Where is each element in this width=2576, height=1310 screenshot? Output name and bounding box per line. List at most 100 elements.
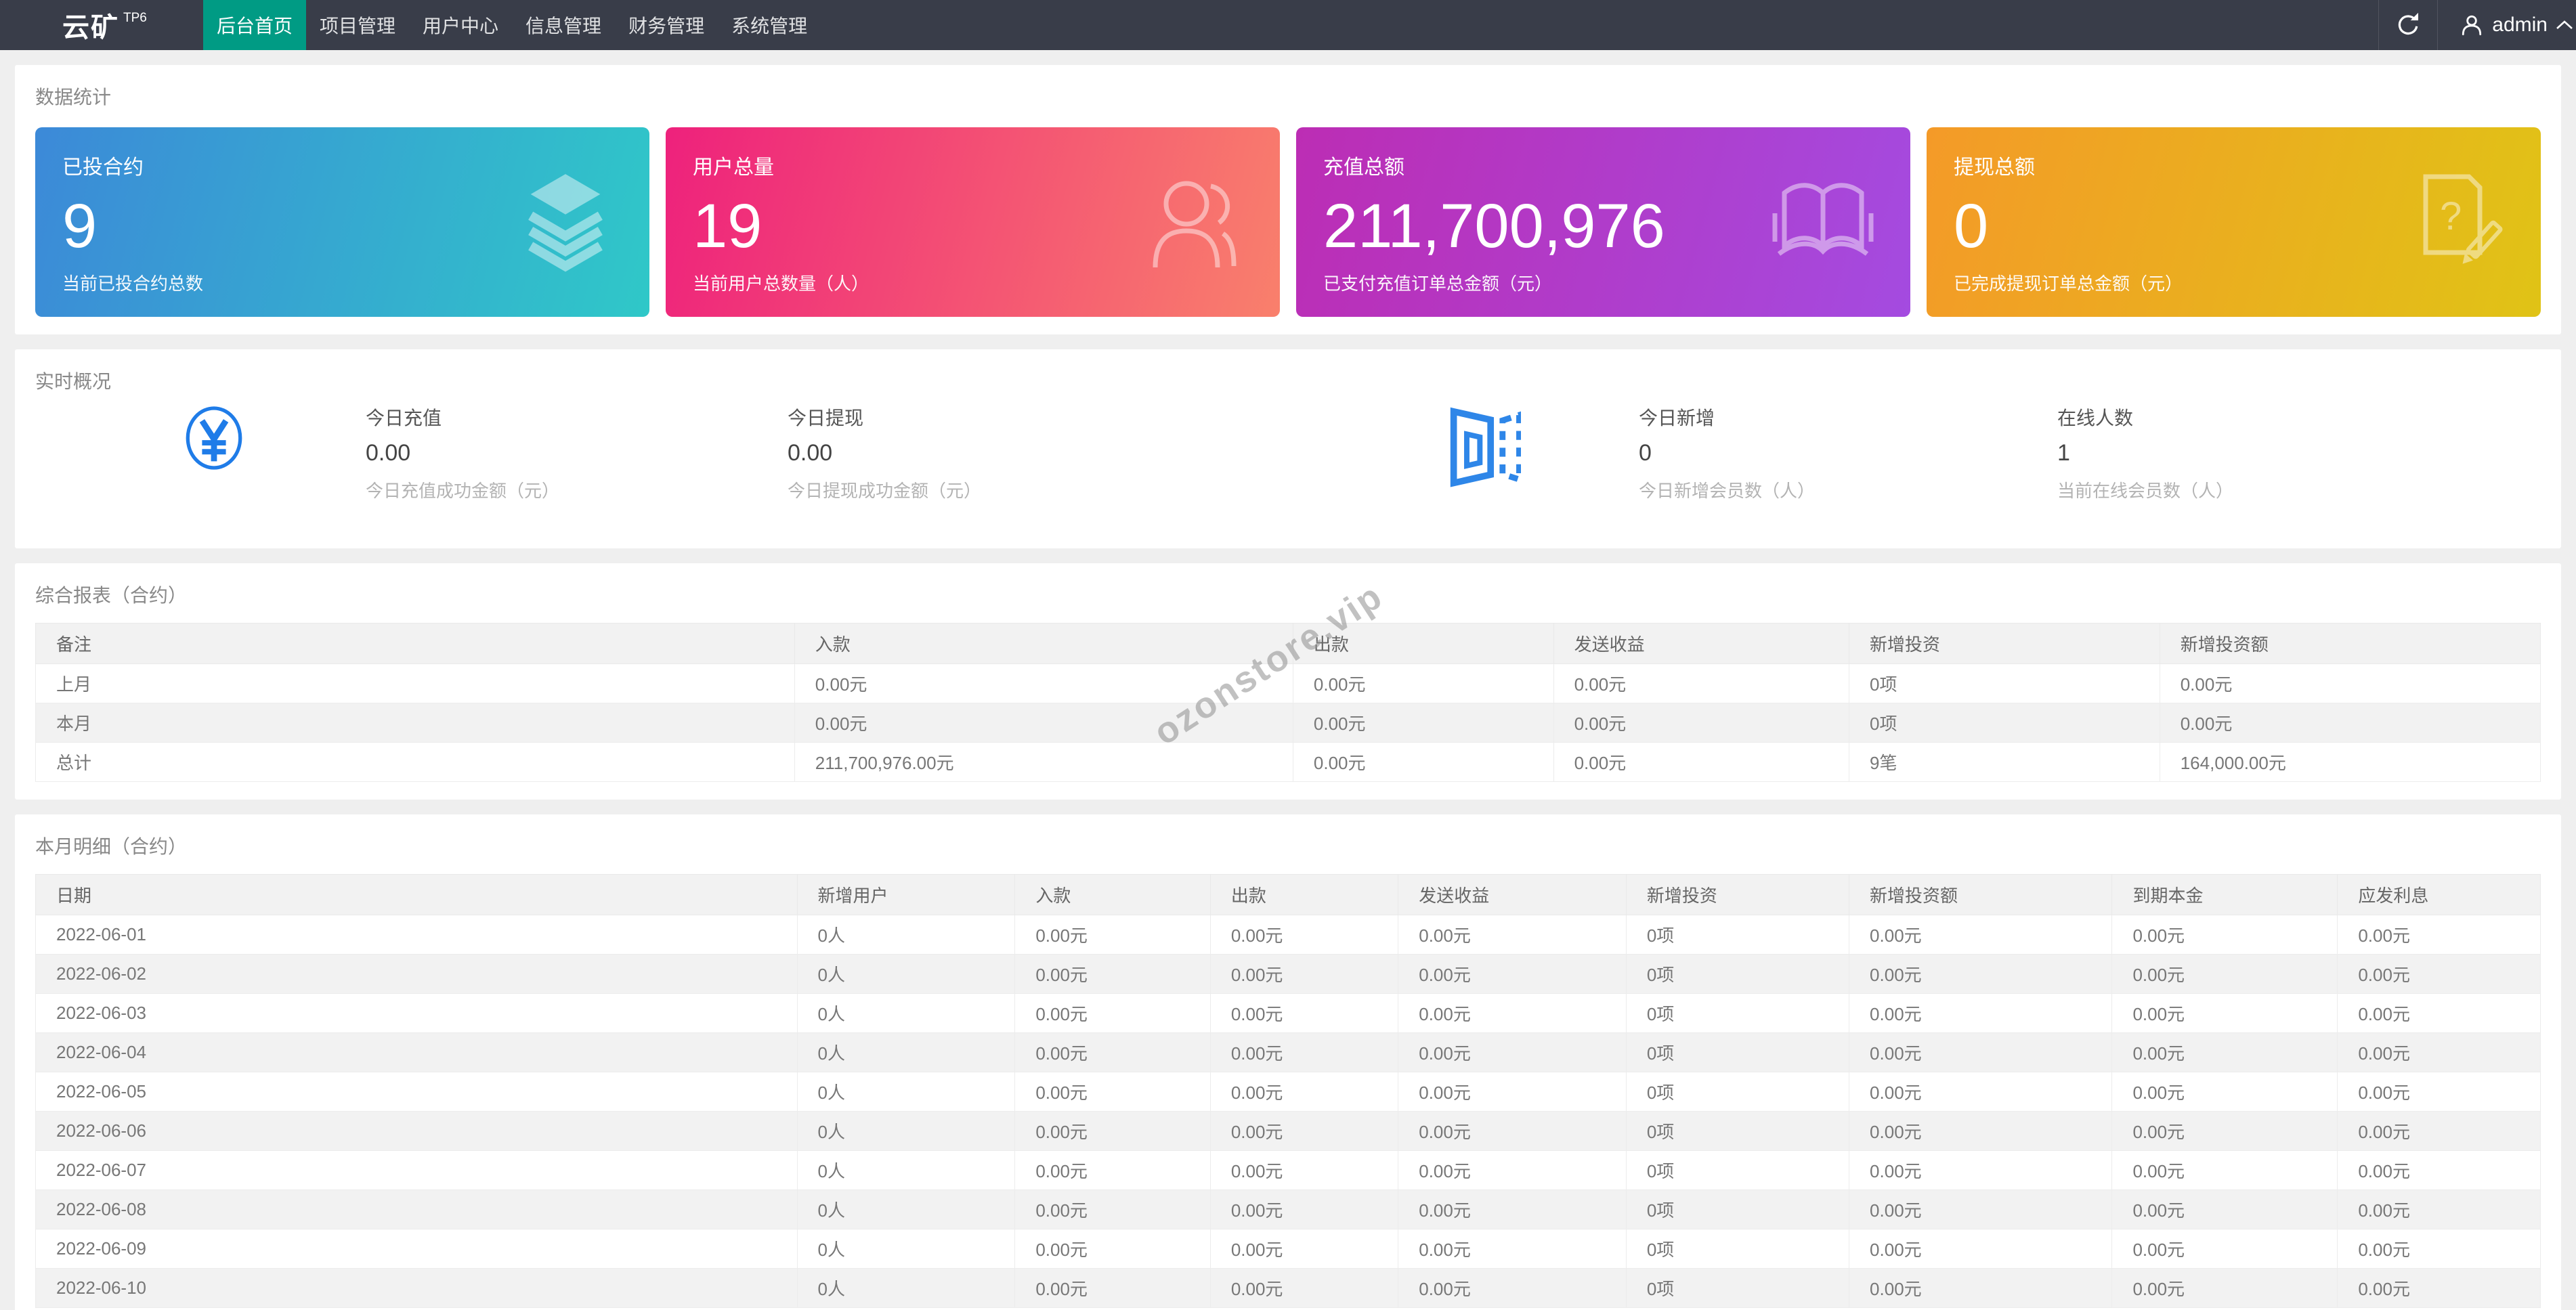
table-row: 2022-06-06 0人 0.00元 0.00元 0.00元 0项 0.00元 0.00元 0… — [35, 1111, 2541, 1151]
table-cell: 0人 — [796, 915, 1016, 955]
table-cell: 0.00元 — [1209, 1229, 1399, 1269]
column-header: 新增投资额 — [2159, 623, 2541, 664]
table-cell: 0.00元 — [1014, 993, 1211, 1033]
table-cell: 2022-06-07 — [35, 1150, 798, 1190]
stat-card-label: 用户总量 — [693, 156, 774, 179]
table-cell: 0.00元 — [1849, 1032, 2113, 1072]
table-cell: 0.00元 — [1014, 1268, 1211, 1308]
stats-panel-title: 数据统计 — [35, 87, 112, 108]
column-header: 新增投资额 — [1849, 874, 2113, 915]
stat-card-caption: 当前用户总数量（人） — [693, 274, 870, 294]
ov-value: 0.00 — [788, 440, 833, 466]
nav-item-财务管理[interactable]: 财务管理 — [628, 16, 705, 37]
table-cell: 0人 — [796, 1189, 1016, 1229]
column-header: 到期本金 — [2111, 874, 2338, 915]
table-cell: 0.00元 — [2337, 1189, 2541, 1229]
table-cell: 0.00元 — [794, 703, 1293, 743]
table-cell: 0.00元 — [2111, 1032, 2338, 1072]
table-cell: 0.00元 — [1209, 1111, 1399, 1151]
table-header-row: 备注 入款 出款 发送收益 新增投资 新增投资额 — [35, 623, 2541, 664]
table-cell: 0.00元 — [1014, 1229, 1211, 1269]
table-cell: 0.00元 — [1849, 1268, 2113, 1308]
table-cell: 0.00元 — [1014, 1032, 1211, 1072]
table-cell: 0.00元 — [1014, 1111, 1211, 1151]
main-menu: 后台首页 项目管理 用户中心 信息管理 财务管理 系统管理 — [203, 0, 2378, 50]
table-cell: 0.00元 — [1209, 1032, 1399, 1072]
table-cell: 0.00元 — [1398, 1072, 1627, 1112]
refresh-button[interactable] — [2378, 0, 2439, 50]
nav-item-后台首页[interactable]: 后台首页 — [203, 0, 307, 50]
table-cell: 0.00元 — [2159, 663, 2541, 703]
table-cell: 0.00元 — [1209, 993, 1399, 1033]
table-cell: 0.00元 — [1398, 993, 1627, 1033]
nav-item-信息管理[interactable]: 信息管理 — [525, 16, 602, 37]
table-cell: 0.00元 — [1209, 1150, 1399, 1190]
table-row: 2022-06-07 0人 0.00元 0.00元 0.00元 0项 0.00元 0.00元 0… — [35, 1150, 2541, 1190]
table-cell: 0.00元 — [1849, 993, 2113, 1033]
stat-card-recharge: 充值总额 211,700,976 已支付充值订单总金额（元） — [1296, 127, 1910, 317]
column-header: 新增投资 — [1625, 874, 1850, 915]
table-cell: 0.00元 — [1553, 703, 1850, 743]
stat-card-value: 0 — [1954, 192, 1989, 261]
table-cell: 0.00元 — [2111, 1072, 2338, 1112]
table-cell: 0.00元 — [1209, 954, 1399, 994]
nav-item-用户中心[interactable]: 用户中心 — [423, 16, 499, 37]
table-cell: 0项 — [1625, 1150, 1850, 1190]
stat-card-label: 充值总额 — [1323, 156, 1404, 179]
table-cell: 9笔 — [1849, 742, 2160, 782]
admin-user-menu[interactable]: admin — [2438, 0, 2576, 50]
table-cell: 2022-06-05 — [35, 1072, 798, 1112]
stat-cards-row: 已投合约 9 当前已投合约总数 用户总量 19 当前用户总数量（人） — [35, 127, 2541, 317]
app-logo-text: 云矿 — [62, 13, 119, 43]
table-cell: 0.00元 — [1014, 915, 1211, 955]
table-cell: 0人 — [796, 1111, 1016, 1151]
table-cell: 0.00元 — [2111, 1229, 2338, 1269]
table-cell: 0.00元 — [2337, 1229, 2541, 1269]
table-row: 2022-06-10 0人 0.00元 0.00元 0.00元 0项 0.00元 0.00元 0… — [35, 1268, 2541, 1308]
stat-card-withdraw: 提现总额 0 已完成提现订单总金额（元） ? — [1927, 127, 2541, 317]
app-logo-version: TP6 — [123, 11, 147, 25]
navbar-right: admin — [2378, 0, 2576, 50]
table-cell: 0项 — [1849, 663, 2160, 703]
table-cell: 0.00元 — [2111, 954, 2338, 994]
column-header: 出款 — [1292, 623, 1554, 664]
table-cell: 0.00元 — [2337, 954, 2541, 994]
table-row: 2022-06-05 0人 0.00元 0.00元 0.00元 0项 0.00元 0.00元 0… — [35, 1072, 2541, 1112]
today-recharge-item: 今日充值 0.00 今日充值成功金额（元） — [366, 403, 559, 502]
table-cell: 0.00元 — [1292, 663, 1554, 703]
table-cell: 0项 — [1625, 1032, 1850, 1072]
table-cell: 0项 — [1625, 1189, 1850, 1229]
table-cell: 2022-06-09 — [35, 1229, 798, 1269]
realtime-panel: 实时概况 今日充值 0.00 今日充值成功金额（元） 今日提现 0.00 — [15, 349, 2561, 548]
summary-report-panel: 综合报表（合约） 备注 入款 出款 发送收益 新增投资 新增投资额 上月 0.00元 0.00… — [15, 563, 2561, 800]
column-header: 发送收益 — [1398, 874, 1627, 915]
ov-caption: 今日提现成功金额（元） — [788, 481, 982, 501]
nav-item-系统管理[interactable]: 系统管理 — [731, 16, 808, 37]
nav-item-项目管理[interactable]: 项目管理 — [320, 16, 396, 37]
table-cell: 0.00元 — [1014, 1150, 1211, 1190]
table-cell: 0.00元 — [2159, 703, 2541, 743]
today-new-members-item: 今日新增 0 今日新增会员数（人） — [1639, 403, 1815, 502]
table-cell: 0.00元 — [1849, 1189, 2113, 1229]
users-icon — [1142, 171, 1243, 273]
table-cell: 0人 — [796, 1229, 1016, 1269]
summary-report-body: 上月 0.00元 0.00元 0.00元 0项 0.00元 本月 0.00元 0.00元 0.00… — [35, 663, 2541, 782]
table-cell: 0.00元 — [794, 663, 1293, 703]
ov-label: 今日充值 — [366, 408, 442, 429]
table-row: 2022-06-02 0人 0.00元 0.00元 0.00元 0项 0.00元 0.00元 0… — [35, 954, 2541, 994]
svg-text:?: ? — [2440, 194, 2462, 238]
table-row: 总计 211,700,976.00元 0.00元 0.00元 9笔 164,000.00元 — [35, 742, 2541, 782]
table-cell: 0项 — [1625, 1229, 1850, 1269]
column-header: 应发利息 — [2337, 874, 2541, 915]
table-cell: 2022-06-03 — [35, 993, 798, 1033]
table-cell: 0.00元 — [2337, 1150, 2541, 1190]
table-row: 上月 0.00元 0.00元 0.00元 0项 0.00元 — [35, 663, 2541, 703]
table-row: 2022-06-03 0人 0.00元 0.00元 0.00元 0项 0.00元 0.00元 0… — [35, 993, 2541, 1033]
table-cell: 上月 — [35, 663, 795, 703]
realtime-panel-title: 实时概况 — [35, 371, 112, 392]
table-cell: 0项 — [1625, 1111, 1850, 1151]
table-cell: 0.00元 — [2111, 915, 2338, 955]
ov-value: 1 — [2057, 440, 2070, 466]
admin-username: admin — [2492, 14, 2548, 36]
open-book-icon — [1772, 171, 1874, 273]
